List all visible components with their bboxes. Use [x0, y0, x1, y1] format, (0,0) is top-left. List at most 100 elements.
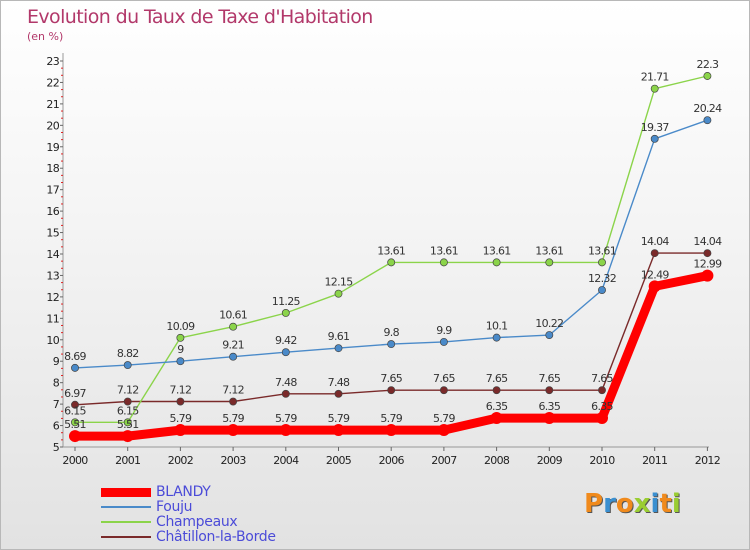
data-point: [701, 269, 714, 282]
data-label: 7.48: [328, 376, 350, 389]
data-label: 5.79: [328, 412, 350, 425]
data-label: 13.61: [588, 244, 616, 257]
data-point: [492, 258, 501, 267]
y-tick-label: 7: [53, 398, 60, 411]
y-tick-label: 19: [46, 141, 59, 154]
data-label: 7.12: [117, 384, 139, 397]
y-tick-label: 12: [46, 291, 59, 304]
data-label: 13.61: [377, 244, 405, 257]
data-label: 14.04: [641, 235, 670, 248]
data-point: [334, 344, 343, 353]
y-tick-label: 6: [53, 420, 60, 433]
logo-letter: t: [659, 489, 672, 519]
data-label: 9.61: [328, 330, 350, 343]
x-tick-label: 2002: [168, 454, 193, 467]
data-point: [176, 333, 185, 342]
data-label: 10.09: [166, 320, 195, 333]
data-label: 7.65: [433, 372, 455, 385]
data-point: [69, 430, 81, 443]
y-tick-label: 20: [46, 119, 59, 132]
data-point: [334, 289, 343, 298]
data-label: 8.69: [64, 350, 86, 363]
data-label: 9.9: [436, 324, 452, 337]
data-label: 6.15: [117, 404, 139, 417]
data-point: [545, 258, 554, 267]
legend-label: Champeaux: [156, 514, 238, 530]
x-tick-label: 2005: [326, 454, 352, 467]
data-label: 9.42: [275, 334, 297, 347]
data-point: [387, 340, 396, 349]
data-label: 5.51: [64, 418, 86, 431]
data-label: 5.79: [222, 412, 244, 425]
y-tick-label: 23: [46, 55, 59, 68]
data-point: [703, 116, 712, 125]
data-label: 6.97: [64, 387, 86, 400]
data-point: [281, 389, 290, 398]
data-point: [229, 322, 238, 331]
data-point: [387, 386, 396, 395]
logo-letter: P: [584, 489, 604, 519]
data-point: [176, 357, 185, 366]
data-point: [596, 412, 608, 425]
data-point: [281, 309, 290, 317]
data-point: [703, 72, 712, 80]
data-label: 6.15: [64, 404, 86, 417]
data-point: [650, 249, 659, 258]
data-label: 7.48: [275, 376, 297, 389]
data-point: [121, 430, 134, 443]
data-label: 5.79: [170, 412, 192, 425]
data-point: [281, 348, 290, 357]
chart-subtitle: (en %): [27, 30, 64, 43]
legend-swatch: [101, 487, 151, 497]
data-label: 10.22: [535, 317, 563, 330]
data-label: 12.49: [641, 268, 670, 281]
data-point: [545, 331, 554, 340]
data-label: 5.79: [275, 412, 297, 425]
x-tick-label: 2010: [589, 454, 615, 467]
data-label: 21.71: [641, 71, 669, 84]
data-point: [650, 84, 659, 93]
legend-label: Fouju: [156, 499, 193, 515]
legend-label: BLANDY: [156, 484, 211, 500]
data-point: [385, 424, 398, 437]
data-point: [71, 363, 79, 372]
data-label: 10.1: [486, 320, 508, 333]
data-point: [439, 337, 448, 346]
data-point: [123, 418, 132, 427]
data-point: [543, 412, 556, 425]
data-point: [176, 397, 185, 406]
data-point: [174, 424, 187, 437]
data-point: [598, 258, 606, 267]
y-tick-label: 14: [46, 248, 59, 261]
x-tick-label: 2008: [484, 454, 510, 467]
data-point: [332, 424, 345, 437]
data-point: [71, 400, 79, 409]
data-label: 8.82: [117, 347, 139, 360]
data-label: 9.8: [383, 326, 399, 339]
x-tick-label: 2007: [431, 454, 457, 467]
y-tick-label: 11: [46, 312, 59, 325]
data-label: 7.12: [222, 384, 244, 397]
data-label: 10.61: [219, 309, 247, 322]
logo-letter: o: [615, 489, 634, 519]
x-tick-label: 2006: [379, 454, 405, 467]
y-tick-label: 17: [46, 184, 59, 197]
data-label: 6.35: [591, 400, 613, 413]
data-point: [492, 333, 501, 342]
data-label: 5.51: [117, 418, 139, 431]
data-point: [648, 280, 661, 293]
x-tick-label: 2011: [642, 454, 667, 467]
x-tick-label: 2009: [537, 454, 563, 467]
data-label: 5.79: [433, 412, 455, 425]
chart-title: Evolution du Taux de Taxe d'Habitation: [27, 6, 373, 28]
x-tick-label: 2004: [273, 454, 299, 467]
y-tick-label: 9: [53, 355, 60, 368]
y-tick-label: 10: [46, 334, 59, 347]
data-point: [650, 134, 659, 143]
proxiti-logo: Proxiti: [584, 489, 681, 519]
y-tick-label: 22: [46, 76, 59, 89]
y-tick-label: 21: [46, 98, 59, 111]
data-label: 9.21: [222, 339, 244, 352]
data-point: [227, 424, 240, 437]
